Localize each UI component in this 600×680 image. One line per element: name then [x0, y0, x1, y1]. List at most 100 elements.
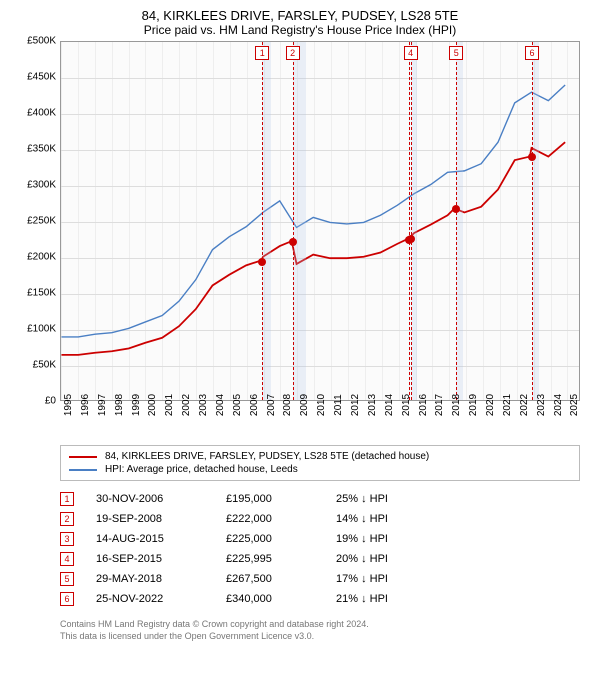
- event-row: 416-SEP-2015£225,99520% ↓ HPI: [60, 549, 580, 569]
- x-tick-label: 2011: [333, 394, 344, 416]
- x-tick-label: 2017: [434, 394, 445, 416]
- x-tick-label: 1997: [97, 394, 108, 416]
- y-tick-label: £250K: [27, 216, 56, 227]
- chart-area: £0 £50K £100K £150K £200K £250K £300K £350K £400…: [12, 41, 588, 441]
- event-date: 14-AUG-2015: [96, 533, 226, 545]
- sale-marker-label: 4: [404, 46, 418, 60]
- event-number: 5: [60, 572, 74, 586]
- x-tick-label: 2012: [350, 394, 361, 416]
- x-tick-label: 2009: [299, 394, 310, 416]
- sale-marker-label: 2: [286, 46, 300, 60]
- footer-line-1: Contains HM Land Registry data © Crown c…: [60, 619, 588, 631]
- x-tick-label: 2020: [485, 394, 496, 416]
- legend-swatch: [69, 469, 97, 471]
- x-tick-label: 2003: [198, 394, 209, 416]
- series-property: [61, 142, 565, 355]
- y-tick-label: £350K: [27, 144, 56, 155]
- y-axis: £0£50K£100K£150K£200K£250K£300K£350K£400…: [12, 41, 60, 401]
- x-axis: 1995199619971998199920002001200220032004…: [60, 401, 580, 441]
- sale-dot: [407, 235, 415, 243]
- event-price: £222,000: [226, 513, 336, 525]
- sale-band: [532, 42, 539, 400]
- event-delta: 14% ↓ HPI: [336, 513, 388, 525]
- sale-band: [456, 42, 463, 400]
- event-date: 30-NOV-2006: [96, 493, 226, 505]
- x-tick-label: 2002: [181, 394, 192, 416]
- chart-title: 84, KIRKLEES DRIVE, FARSLEY, PUDSEY, LS2…: [12, 8, 588, 23]
- event-price: £340,000: [226, 593, 336, 605]
- event-number: 4: [60, 552, 74, 566]
- y-tick-label: £300K: [27, 180, 56, 191]
- x-tick-label: 1998: [114, 394, 125, 416]
- sale-band: [293, 42, 307, 400]
- sale-marker-line: [456, 42, 457, 400]
- series-hpi: [61, 85, 565, 337]
- event-delta: 17% ↓ HPI: [336, 573, 388, 585]
- legend-label: 84, KIRKLEES DRIVE, FARSLEY, PUDSEY, LS2…: [105, 451, 429, 462]
- line-layer: [61, 42, 579, 400]
- sale-marker-label: 1: [255, 46, 269, 60]
- sale-band: [411, 42, 418, 400]
- event-price: £267,500: [226, 573, 336, 585]
- x-tick-label: 2022: [519, 394, 530, 416]
- event-date: 16-SEP-2015: [96, 553, 226, 565]
- x-tick-label: 2014: [384, 394, 395, 416]
- legend-item: 84, KIRKLEES DRIVE, FARSLEY, PUDSEY, LS2…: [69, 450, 571, 463]
- event-price: £225,995: [226, 553, 336, 565]
- event-row: 219-SEP-2008£222,00014% ↓ HPI: [60, 509, 580, 529]
- y-tick-label: £0: [45, 396, 56, 407]
- event-number: 1: [60, 492, 74, 506]
- event-delta: 21% ↓ HPI: [336, 593, 388, 605]
- sale-dot: [258, 258, 266, 266]
- x-tick-label: 2001: [164, 394, 175, 416]
- event-date: 29-MAY-2018: [96, 573, 226, 585]
- event-row: 1 30-NOV-2006£195,00025% ↓ HPI: [60, 489, 580, 509]
- sale-dot: [289, 238, 297, 246]
- legend: 84, KIRKLEES DRIVE, FARSLEY, PUDSEY, LS2…: [60, 445, 580, 481]
- legend-swatch: [69, 456, 97, 458]
- x-tick-label: 2007: [266, 394, 277, 416]
- y-tick-label: £200K: [27, 252, 56, 263]
- sale-dot: [528, 153, 536, 161]
- x-tick-label: 2013: [367, 394, 378, 416]
- sale-band: [262, 42, 270, 400]
- legend-label: HPI: Average price, detached house, Leed…: [105, 464, 298, 475]
- x-tick-label: 2010: [316, 394, 327, 416]
- chart-container: 84, KIRKLEES DRIVE, FARSLEY, PUDSEY, LS2…: [0, 0, 600, 650]
- sale-marker-line: [262, 42, 263, 400]
- event-number: 2: [60, 512, 74, 526]
- sale-marker-line: [411, 42, 412, 400]
- event-delta: 19% ↓ HPI: [336, 533, 388, 545]
- event-row: 5 29-MAY-2018£267,50017% ↓ HPI: [60, 569, 580, 589]
- legend-item: HPI: Average price, detached house, Leed…: [69, 463, 571, 476]
- x-tick-label: 2004: [215, 394, 226, 416]
- sale-marker-line: [532, 42, 533, 400]
- plot-area: 12456: [60, 41, 580, 401]
- x-tick-label: 2019: [468, 394, 479, 416]
- chart-subtitle: Price paid vs. HM Land Registry's House …: [12, 23, 588, 37]
- y-tick-label: £400K: [27, 108, 56, 119]
- x-tick-label: 2000: [147, 394, 158, 416]
- event-row: 3 14-AUG-2015£225,00019% ↓ HPI: [60, 529, 580, 549]
- x-tick-label: 2025: [569, 394, 580, 416]
- event-date: 25-NOV-2022: [96, 593, 226, 605]
- y-tick-label: £100K: [27, 324, 56, 335]
- y-tick-label: £150K: [27, 288, 56, 299]
- y-tick-label: £50K: [33, 360, 56, 371]
- sale-marker-label: 6: [525, 46, 539, 60]
- event-price: £225,000: [226, 533, 336, 545]
- x-tick-label: 2018: [451, 394, 462, 416]
- x-tick-label: 1996: [80, 394, 91, 416]
- x-tick-label: 1999: [131, 394, 142, 416]
- sale-dot: [452, 205, 460, 213]
- event-number: 6: [60, 592, 74, 606]
- event-price: £195,000: [226, 493, 336, 505]
- x-tick-label: 2021: [502, 394, 513, 416]
- events-table: 1 30-NOV-2006£195,00025% ↓ HPI 219-SEP-200…: [60, 489, 580, 609]
- x-tick-label: 2005: [232, 394, 243, 416]
- x-tick-label: 2016: [418, 394, 429, 416]
- x-tick-label: 2024: [553, 394, 564, 416]
- event-delta: 25% ↓ HPI: [336, 493, 388, 505]
- event-number: 3: [60, 532, 74, 546]
- event-row: 6 25-NOV-2022£340,00021% ↓ HPI: [60, 589, 580, 609]
